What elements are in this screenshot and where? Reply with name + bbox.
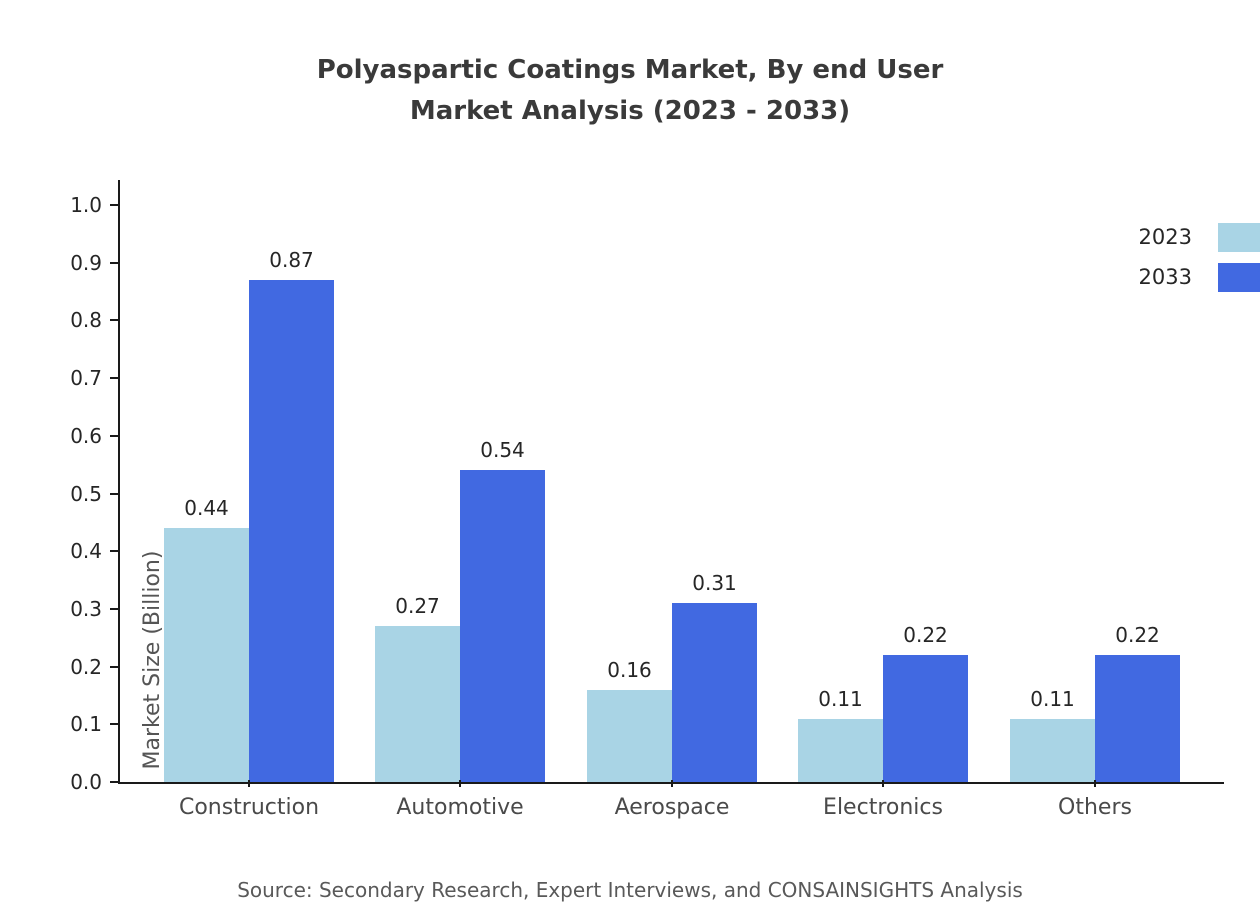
chart-title: Polyaspartic Coatings Market, By end Use… (0, 50, 1260, 132)
chart-title-line1: Polyaspartic Coatings Market, By end Use… (316, 55, 944, 85)
y-axis-tick (110, 665, 118, 668)
y-axis-tick (110, 550, 118, 553)
legend-item-2033: 2033 (1139, 263, 1260, 292)
y-axis-tick-label: 0.0 (70, 770, 102, 794)
bar-value-label: 0.11 (818, 687, 863, 711)
y-axis-tick (110, 781, 118, 783)
y-axis-tick-label: 0.5 (70, 481, 102, 506)
legend-label-2023: 2023 (1138, 225, 1192, 249)
y-axis-tick (110, 377, 118, 380)
x-axis-tick (248, 780, 250, 787)
source-note: Source: Secondary Research, Expert Inter… (237, 878, 1023, 902)
y-axis-tick-label: 0.1 (70, 712, 102, 737)
x-axis-tick (671, 780, 673, 787)
bar-2023-others (1010, 719, 1095, 782)
bar-2023-electronics (798, 719, 883, 782)
chart-title-line2: Market Analysis (2023 - 2033) (409, 96, 851, 126)
x-axis-category-label: Aerospace (614, 795, 730, 820)
x-axis-category-label: Electronics (823, 795, 943, 820)
y-axis-tick (110, 434, 118, 437)
legend-swatch-2033 (1218, 263, 1260, 292)
y-axis-tick (110, 607, 118, 610)
plot-area: Market Size (Billion) 0.0 0.1 0.2 0.3 0.4 0.5… (70, 180, 1224, 820)
y-axis-tick-label: 0.6 (70, 423, 102, 448)
bar-2023-construction (164, 528, 249, 782)
bar-value-label: 0.16 (607, 658, 652, 682)
y-axis-tick-label: 0.3 (70, 596, 102, 621)
y-axis-tick (110, 319, 118, 322)
y-axis-tick (110, 723, 118, 726)
legend-label-2033: 2033 (1138, 265, 1192, 289)
x-axis-tick (1094, 780, 1096, 787)
y-axis-tick-label: 0.7 (70, 366, 102, 391)
y-axis-tick (110, 204, 118, 206)
bar-2023-aerospace (587, 690, 672, 782)
y-axis-tick-label: 0.9 (70, 250, 102, 275)
bar-value-label: 0.54 (480, 438, 525, 462)
bar-2033-aerospace (672, 603, 757, 782)
y-axis-tick-label: 1.0 (70, 193, 102, 217)
bar-value-label: 0.31 (692, 571, 737, 595)
x-axis-tick (459, 780, 461, 787)
bar-value-label: 0.22 (1115, 623, 1160, 647)
y-axis-tick-label: 0.2 (70, 654, 102, 679)
bar-2033-others (1095, 655, 1180, 782)
y-axis-tick-label: 0.4 (70, 539, 102, 564)
legend-swatch-2023 (1218, 223, 1260, 252)
bar-value-label: 0.22 (903, 623, 948, 647)
x-axis-category-label: Construction (178, 795, 320, 820)
x-axis-category-label: Automotive (396, 795, 524, 820)
bar-2033-automotive (460, 470, 545, 782)
bar-value-label: 0.27 (395, 594, 440, 618)
bar-value-label: 0.11 (1030, 687, 1075, 711)
bar-value-label: 0.87 (269, 248, 314, 272)
x-axis-category-label: Others (1058, 795, 1132, 820)
bar-2023-automotive (375, 626, 460, 782)
bar-value-label: 0.44 (184, 496, 229, 520)
y-axis-tick (110, 492, 118, 495)
legend-item-2023: 2023 (1139, 223, 1260, 252)
x-axis-tick (882, 780, 884, 787)
bar-2033-electronics (883, 655, 968, 782)
y-axis-tick (110, 261, 118, 264)
y-axis-tick-label: 0.8 (70, 308, 102, 333)
bar-2033-construction (249, 280, 334, 782)
